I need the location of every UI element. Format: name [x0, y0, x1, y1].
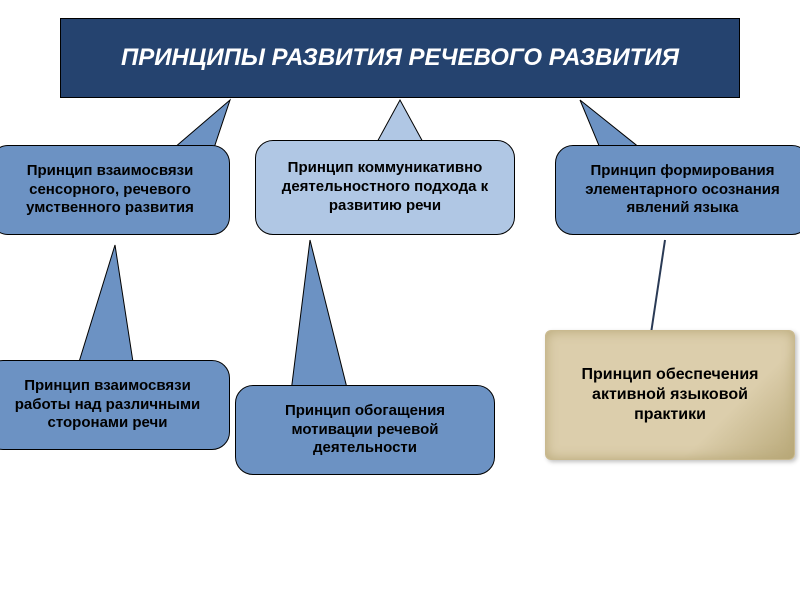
bubble-top-center: Принцип коммуникативно деятельностного п…	[255, 140, 515, 235]
bubble-bottom-left: Принцип взаимосвязи работы над различным…	[0, 360, 230, 450]
tail-bottom-center	[290, 240, 350, 400]
bubble-top-left: Принцип взаимосвязи сенсорного, речевого…	[0, 145, 230, 235]
bubble-top-right: Принцип формирования элементарного осозн…	[555, 145, 800, 235]
bubble-bottom-center: Принцип обогащения мотивации речевой дея…	[235, 385, 495, 475]
tail-bottom-left	[75, 245, 135, 375]
title-bar: ПРИНЦИПЫ РАЗВИТИЯ РЕЧЕВОГО РАЗВИТИЯ	[60, 18, 740, 98]
parchment-bottom-right: Принцип обеспечения активной языковой пр…	[545, 330, 795, 460]
tail-parchment	[650, 240, 665, 340]
